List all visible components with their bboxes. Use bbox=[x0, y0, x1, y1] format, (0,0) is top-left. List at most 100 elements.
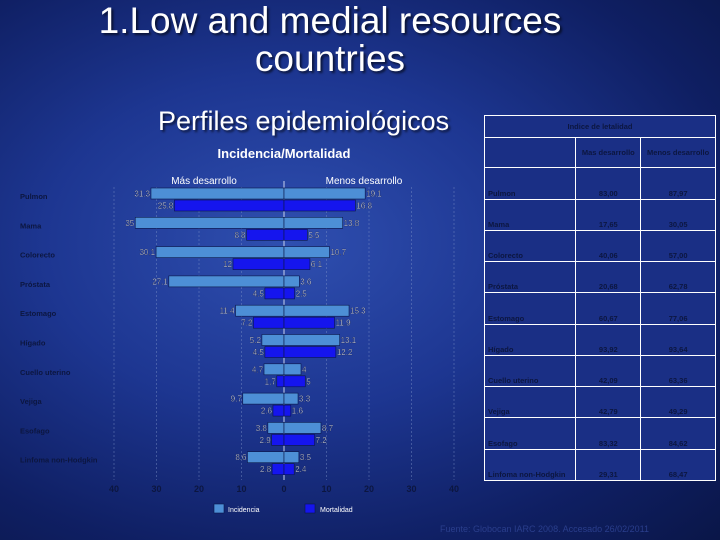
data-label: 9.7 bbox=[231, 395, 243, 404]
table-row-label: Esofago bbox=[483, 417, 577, 450]
data-label: 3.8 bbox=[256, 424, 268, 433]
table-cell-value: 68,47 bbox=[640, 448, 716, 482]
table-cell-value: 29,31 bbox=[575, 448, 642, 482]
data-label: 5.2 bbox=[250, 336, 262, 345]
table-cell-value: 93,92 bbox=[575, 323, 642, 356]
data-label: 11.9 bbox=[336, 319, 352, 328]
table-row-label: Cuello uterino bbox=[483, 354, 577, 388]
table-row-label: Estomago bbox=[483, 292, 577, 325]
bar-mortalidad bbox=[283, 229, 308, 241]
bar-mortalidad bbox=[283, 346, 337, 358]
data-label: 11.4 bbox=[220, 307, 236, 316]
data-label: 25.8 bbox=[158, 202, 174, 211]
data-label: 30.1 bbox=[139, 248, 155, 257]
data-label: 15.3 bbox=[350, 307, 366, 316]
table-cell-value: 62,78 bbox=[640, 261, 716, 294]
data-label: 4.5 bbox=[253, 348, 265, 357]
bar-incidencia bbox=[261, 334, 285, 346]
table-cell-value: 83,32 bbox=[575, 417, 642, 450]
data-label: 7.2 bbox=[316, 436, 328, 445]
bar-incidencia bbox=[283, 334, 340, 346]
data-label: 8.6 bbox=[235, 453, 247, 462]
table-cell-value: 60,67 bbox=[575, 292, 642, 325]
x-tick-label: 20 bbox=[364, 484, 374, 494]
butterfly-bar-chart: Incidencia/Mortalidad Más desarrollo Menos… bbox=[20, 146, 459, 514]
table-row-label: Hígado bbox=[483, 323, 577, 356]
chart-title: Incidencia/Mortalidad bbox=[218, 146, 351, 161]
lethality-table: Indice de letalidad Mas desarrollo Menos… bbox=[483, 114, 716, 482]
bar-mortalidad bbox=[272, 404, 285, 417]
category-label: Esofago bbox=[20, 426, 50, 435]
table-row-label: Próstata bbox=[483, 261, 577, 294]
data-label: 4.7 bbox=[252, 365, 264, 374]
table-cell-value: 77,06 bbox=[640, 292, 716, 325]
bar-mortalidad bbox=[174, 199, 285, 212]
table-row: Pulmon 83,00 87,97 bbox=[483, 167, 716, 200]
data-label: 4.5 bbox=[253, 289, 265, 298]
bar-mortalidad bbox=[283, 287, 295, 300]
data-label: 10.7 bbox=[330, 248, 346, 257]
data-label: 5.5 bbox=[308, 231, 320, 240]
bar-incidencia bbox=[168, 275, 285, 288]
bar-mortalidad bbox=[264, 346, 285, 358]
data-label: 1.6 bbox=[292, 407, 304, 416]
x-tick-label: 20 bbox=[194, 484, 204, 494]
category-label: Vejiga bbox=[20, 397, 43, 406]
table-title: Indice de letalidad bbox=[484, 114, 716, 139]
table-cell-value: 30,05 bbox=[640, 198, 716, 231]
bar-incidencia bbox=[283, 217, 343, 229]
x-tick-label: 40 bbox=[449, 484, 459, 494]
data-label: 12.2 bbox=[337, 348, 353, 357]
data-label: 6.1 bbox=[311, 260, 323, 269]
table-cell-value: 57,00 bbox=[640, 229, 716, 263]
bar-incidencia bbox=[283, 451, 300, 464]
category-label: Próstata bbox=[20, 280, 51, 289]
table-row: Colorecto 40,06 57,00 bbox=[483, 229, 716, 263]
table-row-label: Colorecto bbox=[483, 229, 577, 263]
category-label: Cuello uterino bbox=[20, 368, 71, 377]
table-corner-cell bbox=[483, 137, 577, 169]
bar-mortalidad bbox=[283, 316, 335, 329]
bar-incidencia bbox=[155, 246, 285, 258]
bar-mortalidad bbox=[283, 404, 292, 417]
group-label-right: Menos desarrollo bbox=[326, 176, 403, 187]
bar-mortalidad bbox=[283, 199, 356, 212]
x-tick-label: 40 bbox=[109, 484, 119, 494]
table-row: Próstata 20,68 62,78 bbox=[483, 261, 716, 294]
table-cell-value: 93,64 bbox=[640, 323, 716, 356]
data-label: 3.5 bbox=[300, 453, 312, 462]
bar-mortalidad bbox=[253, 316, 285, 329]
bar-incidencia bbox=[247, 451, 285, 464]
bar-incidencia bbox=[283, 392, 299, 405]
table-row: Vejiga 42,79 49,29 bbox=[483, 386, 716, 419]
bar-mortalidad bbox=[271, 434, 285, 446]
legend-label: Mortalidad bbox=[320, 507, 353, 514]
category-label: Colorecto bbox=[20, 251, 55, 260]
table-row-label: Pulmon bbox=[483, 167, 577, 200]
table-cell-value: 49,29 bbox=[640, 386, 716, 419]
data-label: 2.8 bbox=[260, 465, 272, 474]
data-label: 13.1 bbox=[341, 336, 357, 345]
x-tick-label: 30 bbox=[406, 484, 416, 494]
data-label: 35 bbox=[125, 219, 134, 228]
legend-swatch-mortalidad bbox=[304, 503, 316, 514]
bar-mortalidad bbox=[276, 375, 285, 388]
bar-incidencia bbox=[235, 304, 285, 317]
category-label: Pulmon bbox=[20, 192, 48, 201]
bar-incidencia bbox=[283, 275, 300, 288]
bar-mortalidad bbox=[283, 375, 306, 388]
data-label: 4 bbox=[302, 365, 307, 374]
legend-swatch-incidencia bbox=[213, 503, 225, 514]
data-label: 8.7 bbox=[322, 424, 334, 433]
category-label: Mama bbox=[20, 221, 42, 230]
x-tick-label: 0 bbox=[281, 484, 286, 494]
data-label: 31.3 bbox=[134, 190, 150, 199]
table-row: Cuello uterino 42,09 63,36 bbox=[483, 354, 716, 388]
table-col-header: Menos desarrollo bbox=[640, 137, 716, 169]
data-label: 16.8 bbox=[356, 202, 372, 211]
table-row: Linfoma non-Hodgkin 29,31 68,47 bbox=[483, 448, 716, 482]
table-row-label: Vejiga bbox=[483, 386, 577, 419]
bar-mortalidad bbox=[283, 258, 311, 270]
data-label: 13.8 bbox=[344, 219, 360, 228]
category-label: Hígado bbox=[20, 339, 46, 348]
